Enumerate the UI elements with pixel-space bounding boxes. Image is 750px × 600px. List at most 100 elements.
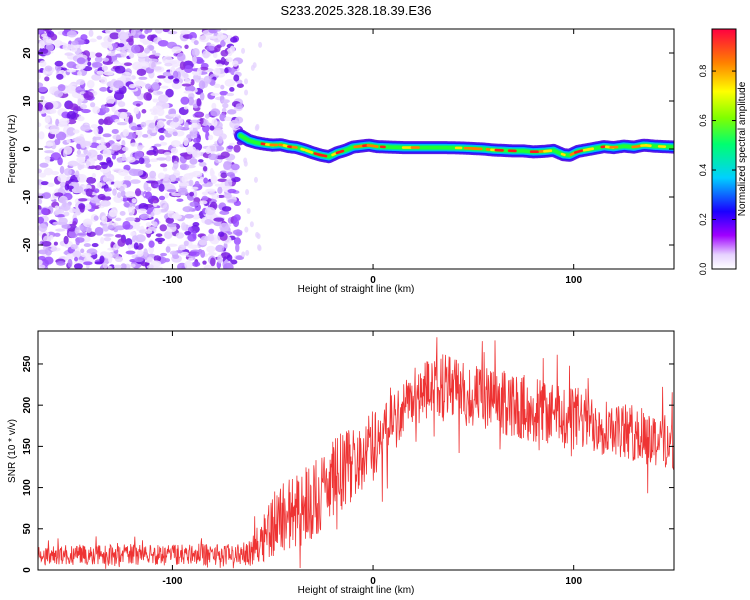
noise-blob (38, 223, 48, 232)
noise-blob (41, 48, 49, 54)
noise-blob (72, 129, 80, 134)
noise-blob (114, 225, 126, 231)
noise-blob (147, 129, 153, 135)
noise-blob (224, 192, 232, 199)
noise-blob (206, 245, 216, 253)
snr-x-axis: -100 0 100 (162, 331, 582, 587)
noise-blob (164, 231, 172, 239)
noise-blob (235, 243, 240, 253)
noise-blob (94, 226, 104, 236)
noise-blob (194, 180, 200, 187)
noise-blob (192, 230, 197, 240)
noise-blob (189, 158, 198, 165)
noise-blob (152, 207, 162, 216)
noise-blob (86, 80, 95, 89)
noise-blob (159, 163, 168, 168)
noise-blob (122, 220, 131, 230)
noise-blob (157, 172, 165, 180)
noise-blob (220, 84, 225, 90)
noise-blob (203, 264, 213, 269)
colorbar-tick-label: 0.0 (698, 263, 708, 276)
noise-blob (180, 251, 189, 256)
noise-blob (61, 224, 71, 229)
noise-blob (192, 137, 201, 143)
noise-blob (145, 222, 152, 228)
noise-blob (38, 216, 45, 224)
noise-blob (192, 149, 201, 158)
noise-blob (166, 222, 177, 228)
noise-blob (210, 92, 220, 96)
noise-blob (114, 65, 126, 74)
y-tick-label: -20 (22, 237, 33, 252)
noise-blob (133, 106, 140, 115)
noise-blob (142, 134, 149, 138)
noise-blob (221, 99, 230, 104)
noise-blob (223, 161, 232, 171)
snr-frame (37, 330, 675, 571)
noise-blob (76, 186, 84, 194)
noise-blob (130, 263, 136, 268)
noise-blob (138, 76, 148, 80)
noise-blob (102, 263, 108, 269)
noise-blob (244, 89, 249, 96)
noise-blob (226, 172, 235, 177)
noise-blob (45, 39, 55, 44)
noise-blob (156, 91, 164, 95)
noise-blob (140, 213, 150, 220)
noise-blob (144, 229, 153, 234)
frequency-ridge (234, 129, 674, 164)
noise-blob (100, 236, 105, 245)
spectrogram-y-label: Frequency (Hz) (7, 115, 18, 184)
noise-blob (191, 261, 201, 267)
ridge-peak (317, 153, 328, 158)
noise-blob (128, 84, 137, 89)
noise-blob (170, 140, 181, 148)
noise-blob (56, 73, 64, 80)
noise-blob (72, 221, 77, 226)
noise-blob (152, 98, 159, 103)
noise-blob (229, 87, 235, 92)
noise-blob (160, 85, 169, 89)
noise-blob (91, 74, 102, 81)
noise-blob (207, 144, 217, 154)
noise-blob (147, 58, 159, 62)
noise-blob (134, 256, 144, 263)
noise-blob (38, 29, 45, 35)
noise-blob (86, 149, 98, 158)
noise-blob (224, 67, 229, 74)
noise-blob (171, 46, 182, 54)
y-tick-label: 150 (22, 438, 33, 455)
noise-blob (181, 222, 187, 231)
noise-blob (172, 131, 178, 137)
noise-blob (107, 173, 115, 183)
noise-blob (200, 249, 206, 258)
noise-blob (153, 183, 160, 188)
noise-blob (132, 168, 144, 177)
noise-blob (38, 198, 43, 205)
noise-blob (127, 244, 132, 250)
colorbar-label: Normalized spectral amplitude (737, 81, 748, 216)
noise-blob (218, 136, 223, 144)
noise-blob (175, 177, 180, 182)
noise-blob (99, 87, 108, 92)
noise-blob (210, 170, 215, 177)
noise-blob (134, 150, 144, 160)
noise-blob (210, 257, 216, 267)
noise-blob (219, 210, 230, 215)
noise-blob (168, 174, 177, 183)
noise-blob (44, 102, 54, 110)
noise-blob (154, 237, 166, 242)
noise-blob (184, 121, 189, 129)
noise-blob (158, 195, 166, 201)
noise-blob (148, 122, 157, 129)
noise-blob (121, 146, 129, 152)
noise-blob (194, 112, 202, 116)
noise-blob (110, 142, 122, 151)
noise-blob (165, 245, 171, 253)
noise-blob (217, 186, 223, 194)
noise-blob (189, 251, 200, 257)
noise-blob (236, 83, 244, 88)
noise-blob (105, 29, 115, 35)
noise-blob (77, 232, 87, 236)
noise-blob (192, 56, 197, 65)
